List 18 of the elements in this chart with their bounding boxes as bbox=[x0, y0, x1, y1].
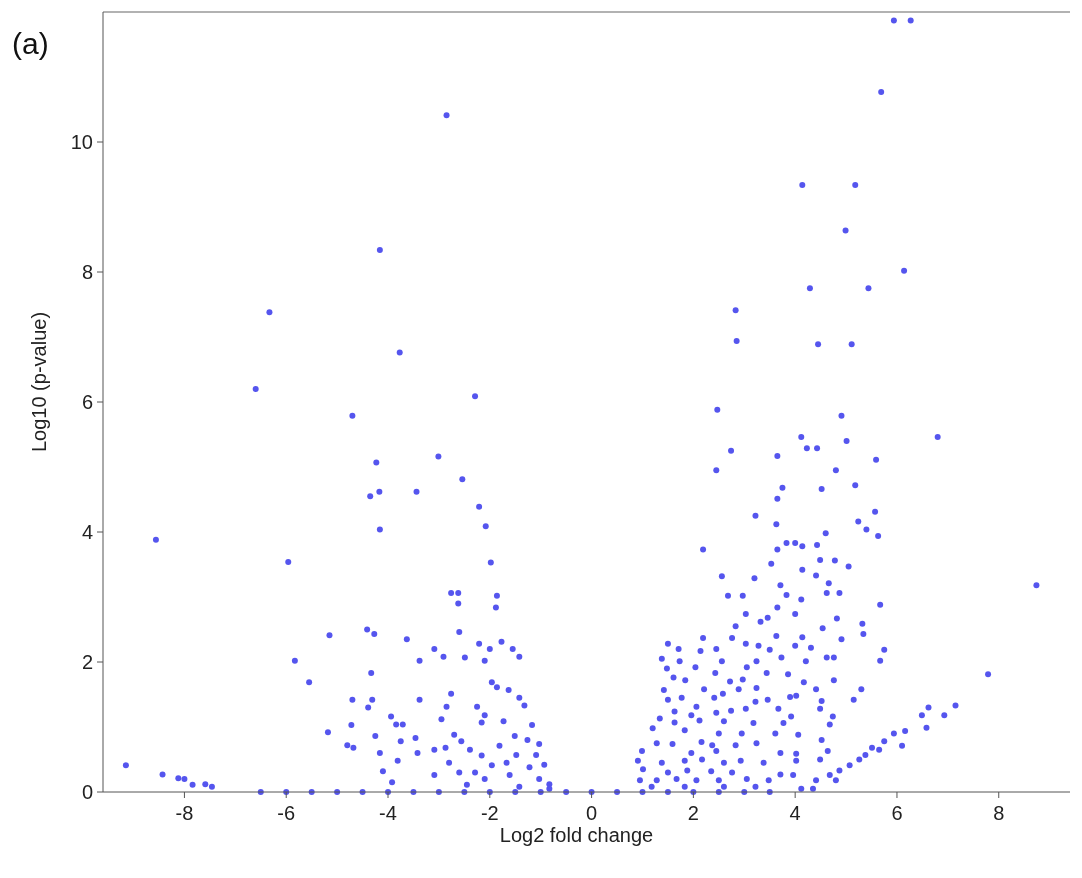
x-axis-title: Log2 fold change bbox=[499, 824, 654, 846]
x-tick-label: -8 bbox=[175, 802, 194, 824]
x-tick-label: 6 bbox=[891, 802, 903, 824]
x-tick-label: 4 bbox=[789, 802, 801, 824]
x-tick-label: 8 bbox=[993, 802, 1005, 824]
x-tick-label: -4 bbox=[379, 802, 397, 824]
y-tick-label: 10 bbox=[70, 131, 93, 153]
x-tick-label: 0 bbox=[586, 802, 598, 824]
y-axis-title: Log10 (p-value) bbox=[28, 311, 50, 453]
y-tick-label: 2 bbox=[81, 651, 93, 673]
x-tick-label: 2 bbox=[687, 802, 699, 824]
x-tick-label: -6 bbox=[277, 802, 296, 824]
x-tick-label: -2 bbox=[480, 802, 499, 824]
y-tick-label: 8 bbox=[81, 261, 93, 283]
y-tick-label: 6 bbox=[81, 391, 93, 413]
y-tick-label: 0 bbox=[81, 781, 93, 803]
text: (a) bbox=[12, 27, 49, 60]
y-tick-label: 4 bbox=[81, 521, 93, 543]
